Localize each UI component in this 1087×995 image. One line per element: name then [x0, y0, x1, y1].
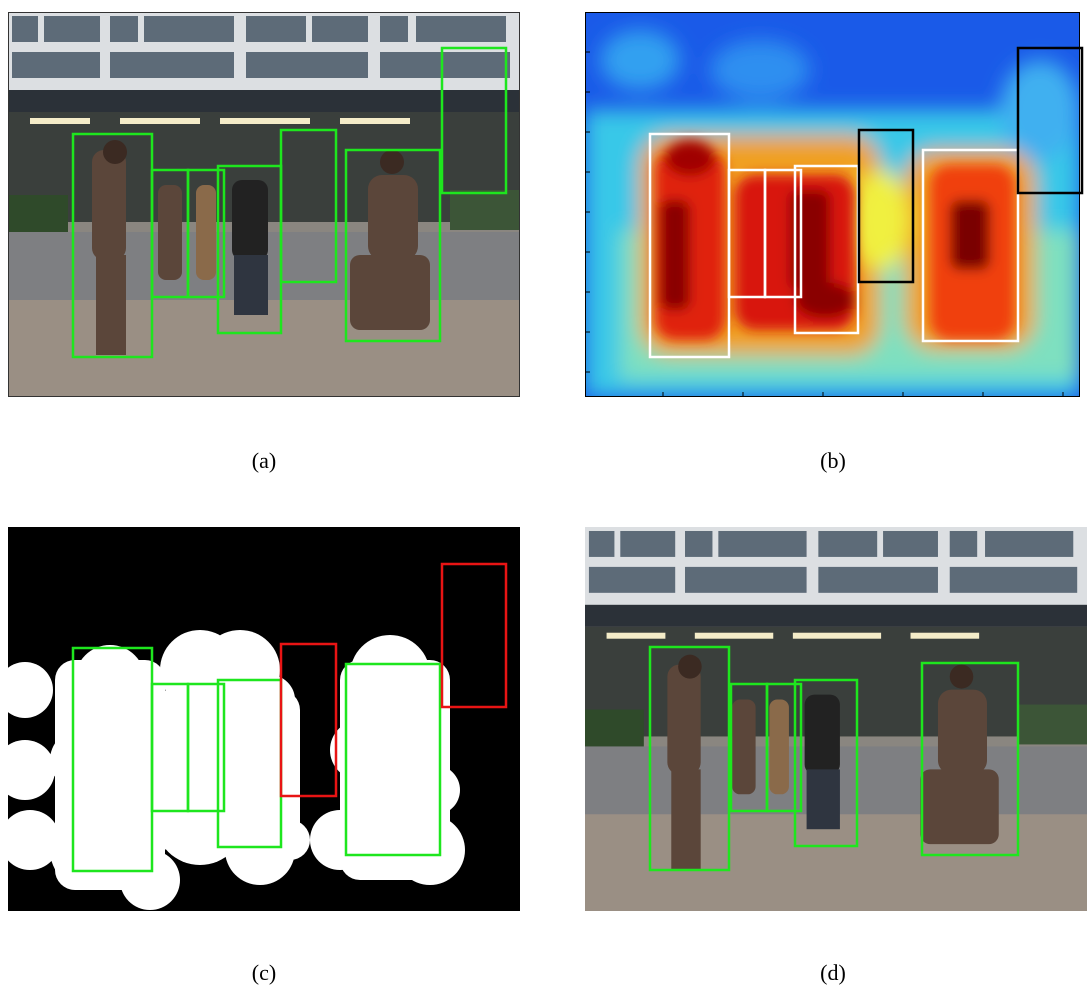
panel-a: (a) — [8, 12, 520, 473]
panel-d: (d) — [585, 527, 1087, 985]
photo-frame — [585, 527, 1087, 911]
panel-c: (c) — [0, 527, 520, 985]
figure: (a) — [0, 0, 1087, 990]
panel-label: (a) — [252, 448, 276, 473]
heatmap — [585, 12, 1080, 397]
panel-b: (b) — [585, 12, 1082, 473]
panel-label: (b) — [820, 448, 846, 473]
photo — [585, 527, 1087, 911]
panel-label: (d) — [820, 960, 846, 985]
panel-label: (c) — [252, 960, 276, 985]
mask-regions — [0, 630, 465, 910]
